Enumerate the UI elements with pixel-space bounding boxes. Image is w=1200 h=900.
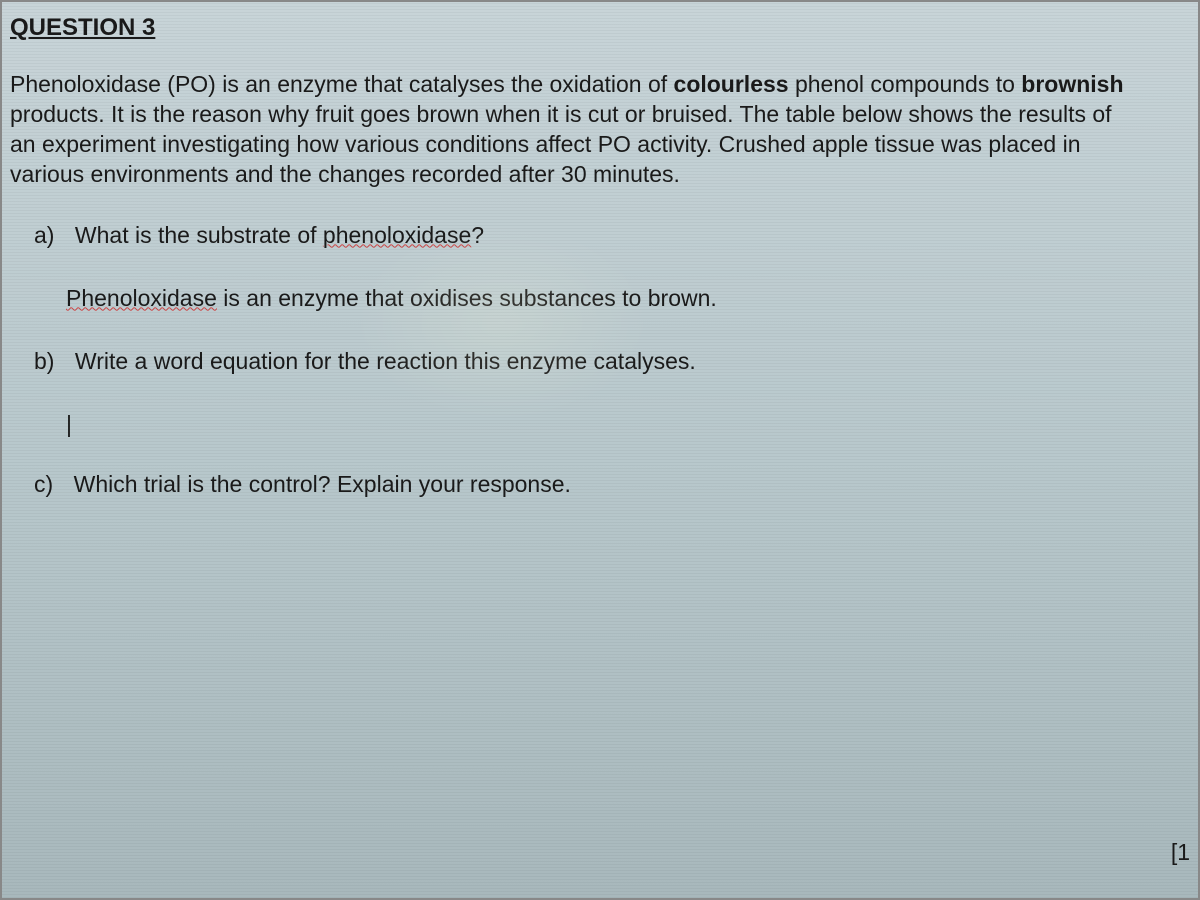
question-c: c) Which trial is the control? Explain y… [10, 471, 1190, 498]
intro-bold-brownish: brownish [1021, 71, 1123, 97]
question-b: b) Write a word equation for the reactio… [10, 348, 1190, 375]
question-a-post: ? [471, 222, 484, 248]
intro-line1-pre: Phenoloxidase (PO) is an enzyme that cat… [10, 71, 674, 97]
question-a-wavy: phenoloxidase [323, 222, 471, 248]
question-b-label: b) [34, 348, 54, 374]
answer-a-post: is an enzyme that oxidises substances to… [217, 285, 717, 311]
text-cursor[interactable] [10, 411, 1190, 439]
intro-line2: products. It is the reason why fruit goe… [10, 101, 1112, 127]
question-c-text: Which trial is the control? Explain your… [74, 471, 571, 497]
answer-a-wavy: Phenoloxidase [66, 285, 217, 311]
question-c-label: c) [34, 471, 53, 497]
page-marker: [1 [1171, 839, 1190, 866]
question-header: QUESTION 3 [10, 14, 1190, 42]
question-a: a) What is the substrate of phenoloxidas… [10, 222, 1190, 249]
question-a-text: What is the substrate of phenoloxidase? [75, 222, 484, 248]
intro-bold-colourless: colourless [674, 71, 789, 97]
intro-line4: various environments and the changes rec… [10, 161, 680, 187]
intro-line3: an experiment investigating how various … [10, 131, 1081, 157]
question-b-text: Write a word equation for the reaction t… [75, 348, 696, 374]
intro-line1-post: phenol compounds to [789, 71, 1022, 97]
question-a-pre: What is the substrate of [75, 222, 323, 248]
intro-paragraph: Phenoloxidase (PO) is an enzyme that cat… [10, 70, 1190, 190]
answer-a: Phenoloxidase is an enzyme that oxidises… [10, 285, 1190, 312]
question-a-label: a) [34, 222, 54, 248]
